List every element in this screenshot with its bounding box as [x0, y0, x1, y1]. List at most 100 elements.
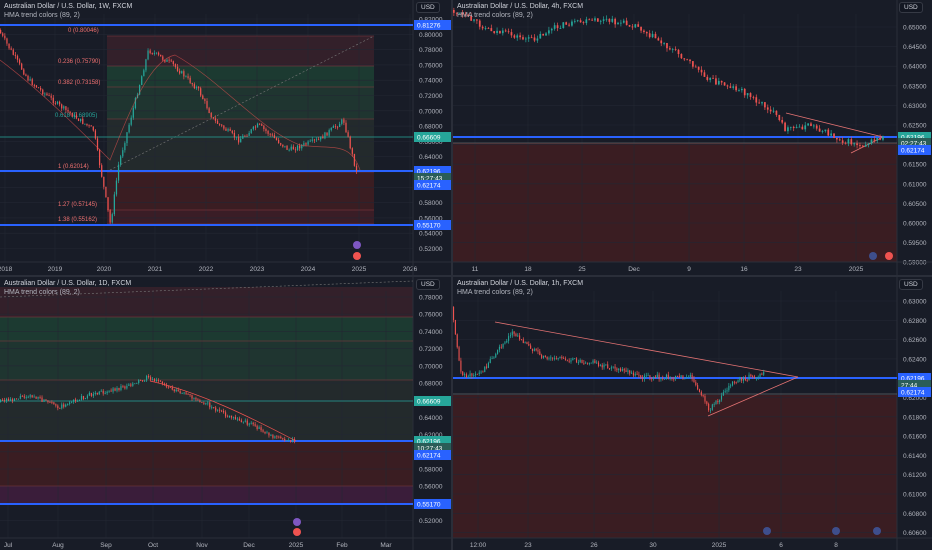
candle-body [58, 101, 61, 105]
candle-body [478, 20, 481, 27]
candle-body [82, 395, 85, 399]
candle-body [530, 37, 533, 39]
candle-body [92, 126, 94, 131]
candle-body [861, 145, 864, 147]
chart-panel-weekly[interactable]: 0.820000.800000.780000.760000.740000.720… [0, 0, 451, 275]
candle-body [525, 38, 527, 40]
candle-body [16, 55, 19, 60]
candle-body [876, 137, 879, 141]
candle-body [219, 409, 221, 411]
candle-body [614, 366, 616, 369]
candle-body [35, 85, 38, 88]
candle-body [724, 391, 726, 393]
candle-body [453, 307, 455, 320]
currency-button[interactable]: USD [416, 2, 440, 13]
candle-body [282, 438, 284, 440]
candle-body [120, 386, 122, 391]
candle-body [155, 52, 158, 54]
price-tag [414, 396, 451, 406]
daily-chart-canvas[interactable]: 0.78000 0.76000 0.74000 0.72000 0.70000 0.680… [0, 277, 451, 550]
candle-body [469, 373, 471, 377]
candle-body [536, 38, 539, 41]
price-tag-label: 0.62196 [417, 439, 441, 446]
candle-body [74, 399, 77, 402]
price-tag [898, 138, 931, 148]
candle-body [464, 374, 466, 376]
candle-body [339, 123, 341, 128]
candle-body [498, 346, 500, 350]
candle-body [561, 356, 563, 359]
candle-body [288, 149, 290, 151]
candle-body [275, 138, 278, 140]
chart-panel-daily[interactable]: 0.78000 0.76000 0.74000 0.72000 0.70000 0.680… [0, 277, 451, 550]
candle-body [510, 32, 513, 36]
candle-body [720, 80, 723, 83]
fib-level-label: 1 (0.62014) [58, 164, 89, 170]
candle-body [202, 95, 204, 100]
candle-body [748, 374, 750, 380]
candle-body [634, 24, 637, 28]
x-axis-tick: Mar [380, 542, 392, 549]
currency-button[interactable]: USD [416, 279, 440, 290]
candle-body [555, 358, 557, 360]
candle-body [620, 22, 622, 24]
candle-body [700, 69, 703, 73]
candle-body [801, 126, 804, 130]
y-axis-tick: 0.76000 [419, 62, 443, 69]
chart-panel-4h[interactable]: 0.65000 0.64500 0.64000 0.63500 0.63000 0.625… [453, 0, 932, 275]
weekly-chart-canvas[interactable]: 0.820000.800000.780000.760000.740000.720… [0, 0, 451, 275]
target-zone [453, 143, 897, 262]
candle-body [550, 357, 552, 359]
candle-body [88, 125, 90, 127]
candle-body [225, 128, 227, 131]
candle-body [128, 124, 130, 133]
candle-body [230, 415, 233, 418]
candle-body [260, 427, 262, 431]
symbol-title: Australian Dollar / U.S. Dollar, 1W, FXC… [4, 3, 133, 10]
candle-body [238, 418, 240, 421]
candle-body [110, 390, 112, 392]
candle-body [487, 362, 489, 368]
candle-body [458, 12, 461, 14]
currency-button[interactable]: USD [899, 279, 923, 290]
candle-body [548, 358, 550, 360]
candle-body [830, 133, 833, 136]
y-axis-tick: 0.60500 [903, 201, 927, 208]
candle-body [8, 43, 10, 49]
candle-body [585, 362, 587, 364]
candle-body [132, 383, 134, 386]
currency-button[interactable]: USD [899, 2, 923, 13]
y-axis-tick: 0.62600 [903, 337, 927, 344]
hourly-chart-canvas[interactable]: 0.630000.628000.626000.624000.622000.620… [453, 277, 932, 550]
4h-chart-canvas[interactable]: 0.65000 0.64500 0.64000 0.63500 0.63000 0.625… [453, 0, 932, 275]
candle-body [69, 111, 71, 114]
candle-body [254, 126, 257, 128]
candle-body [47, 400, 49, 403]
candle-body [548, 30, 550, 34]
y-axis-tick: 0.65000 [903, 25, 927, 32]
candle-body [471, 373, 473, 376]
candle-body [52, 97, 54, 103]
candle-body [173, 389, 175, 392]
candle-body [491, 358, 493, 360]
candle-body [575, 358, 578, 363]
horizontal-divider[interactable] [0, 275, 932, 277]
candle-body [170, 60, 172, 62]
candle-body [568, 24, 570, 26]
candle-body [153, 53, 155, 54]
x-axis-tick: Nov [196, 542, 208, 549]
candle-body [729, 86, 732, 88]
candle-body [305, 143, 307, 145]
candle-body [217, 409, 219, 411]
candle-body [195, 398, 197, 400]
candle-body [673, 378, 675, 380]
candle-body [622, 20, 625, 23]
candle-body [104, 393, 106, 394]
candle-body [733, 381, 735, 383]
candle-body [294, 149, 297, 151]
chart-panel-hourly[interactable]: 0.630000.628000.626000.624000.622000.620… [453, 277, 932, 550]
candle-body [269, 133, 271, 135]
y-axis-tick: 0.80000 [419, 32, 443, 39]
candle-body [174, 64, 177, 67]
chart-title: Australian Dollar / U.S. Dollar, 1h, FXC… [457, 279, 583, 297]
